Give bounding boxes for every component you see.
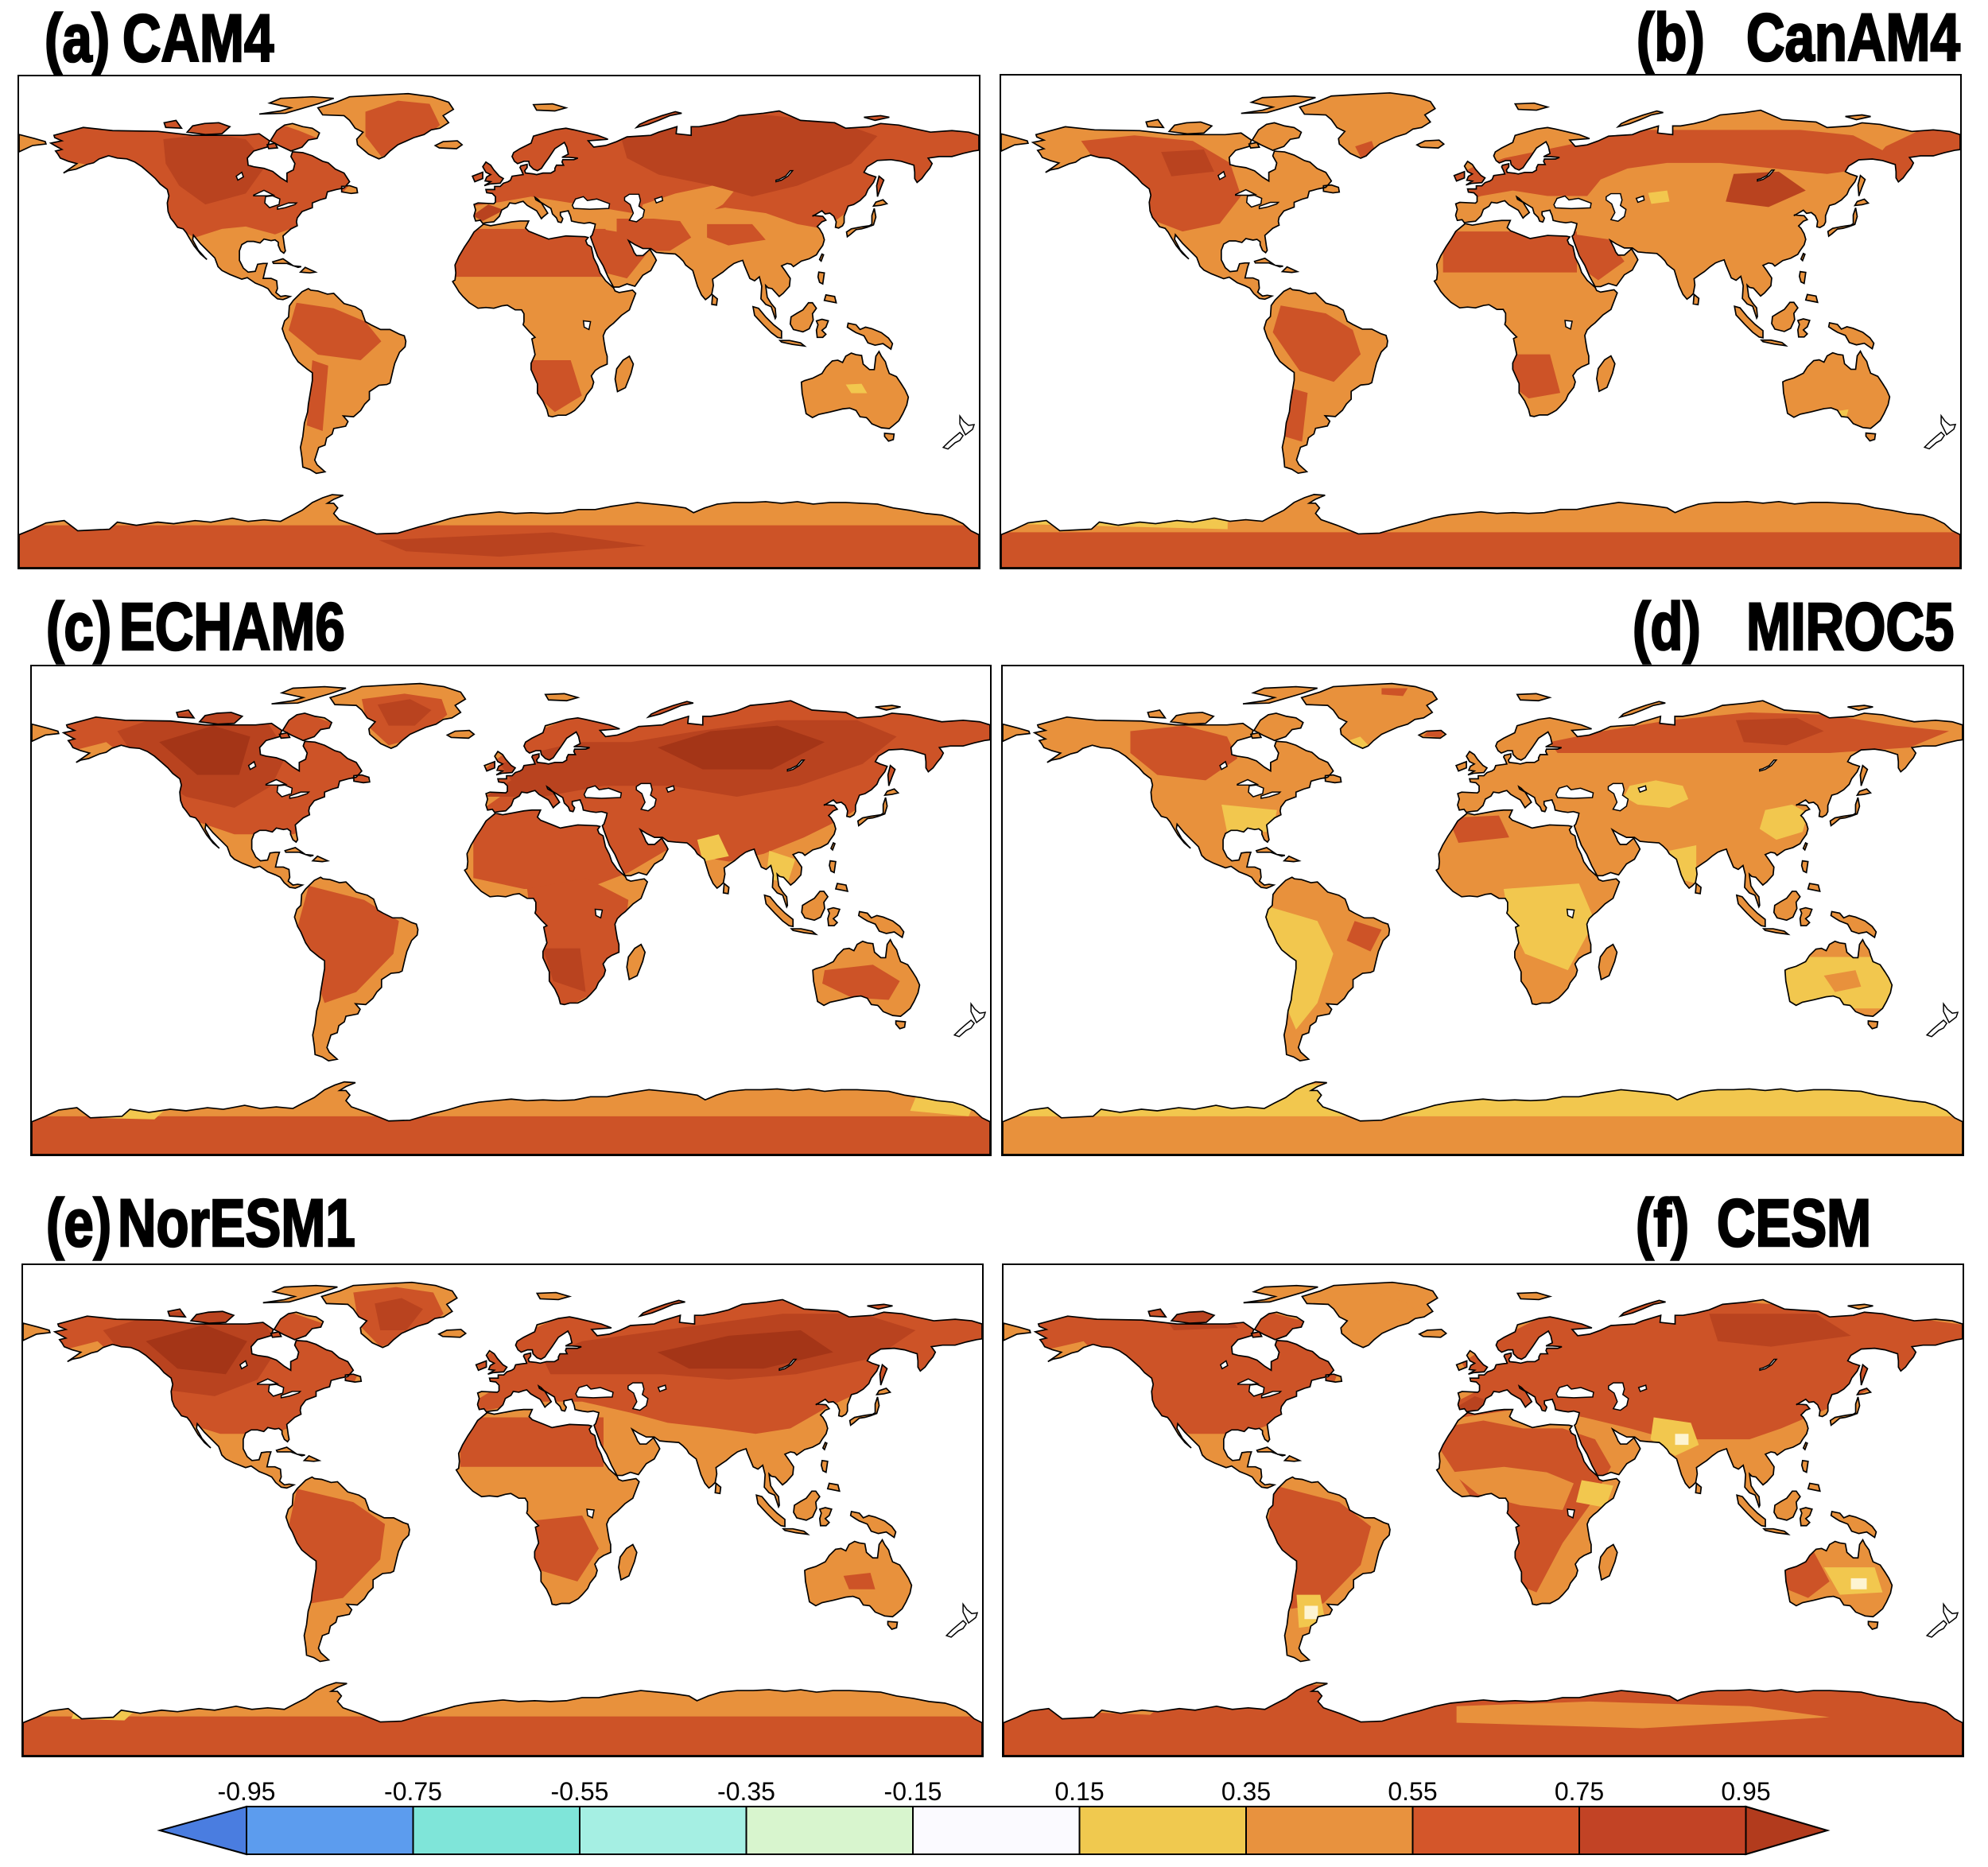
svg-text:-0.55: -0.55 — [551, 1777, 609, 1806]
svg-text:0.55: 0.55 — [1388, 1777, 1437, 1806]
svg-text:0.75: 0.75 — [1555, 1777, 1604, 1806]
svg-text:0.35: 0.35 — [1221, 1777, 1271, 1806]
svg-text:0.15: 0.15 — [1054, 1777, 1104, 1806]
svg-text:-0.75: -0.75 — [384, 1777, 442, 1806]
svg-text:-0.95: -0.95 — [218, 1777, 276, 1806]
svg-text:-0.35: -0.35 — [717, 1777, 775, 1806]
svg-text:0.95: 0.95 — [1721, 1777, 1770, 1806]
svg-text:-0.15: -0.15 — [884, 1777, 942, 1806]
